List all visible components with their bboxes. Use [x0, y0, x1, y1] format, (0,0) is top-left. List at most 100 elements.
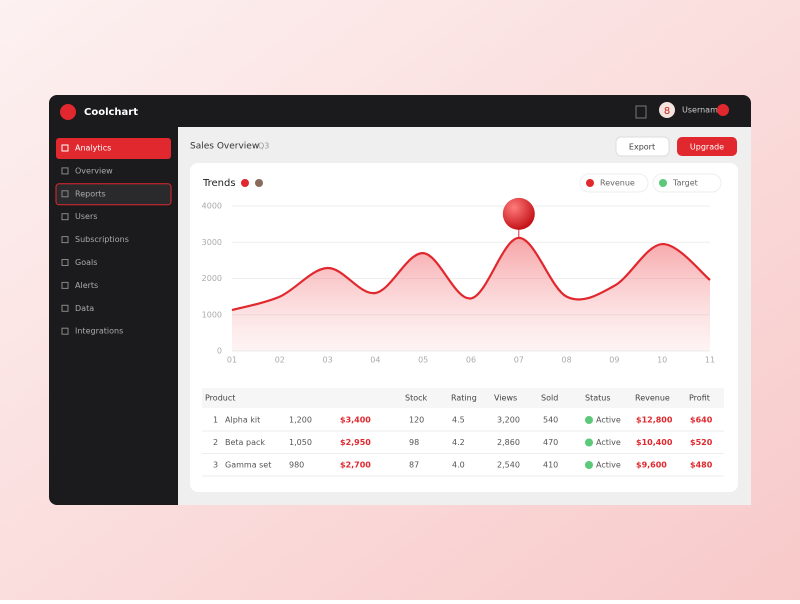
table-cell: Alpha kit: [225, 416, 260, 425]
table-header: Profit: [689, 394, 710, 403]
brand: Coolchart: [84, 107, 138, 118]
menu-item[interactable]: Integrations: [75, 327, 123, 336]
table-header: Product: [205, 394, 235, 403]
x-tick-label: 11: [705, 356, 715, 365]
menu-item[interactable]: Subscriptions: [75, 235, 129, 244]
table-cell: 4.5: [452, 416, 465, 425]
menu-item[interactable]: Overview: [75, 166, 113, 175]
status-dot: [585, 461, 593, 469]
table-cell: 1,200: [289, 416, 312, 425]
upgrade-label: Upgrade: [690, 143, 724, 152]
logo: [60, 104, 76, 120]
table-cell: 3,200: [497, 416, 520, 425]
menu-icon: [61, 190, 69, 198]
y-tick-label: 0: [217, 347, 222, 356]
x-tick-label: 05: [418, 356, 428, 365]
x-tick-label: 09: [609, 356, 619, 365]
avatar[interactable]: [659, 102, 675, 118]
table-cell: $2,700: [340, 461, 371, 470]
table-cell: Active: [596, 416, 621, 425]
table-cell: $9,600: [636, 461, 667, 470]
area: [232, 237, 710, 351]
icon[interactable]: [635, 105, 647, 119]
table-cell: $640: [690, 416, 713, 425]
export-button[interactable]: [615, 136, 670, 157]
username: Username: [682, 106, 723, 115]
menu-item[interactable]: Data: [75, 304, 94, 313]
menu-item[interactable]: Reports: [75, 189, 106, 198]
legend-dot: [586, 179, 594, 187]
table-cell: $10,400: [636, 438, 673, 447]
table-cell: $480: [690, 461, 713, 470]
table-cell: 4.0: [452, 461, 465, 470]
table-cell: $520: [690, 438, 713, 447]
breadcrumb: Q3: [258, 142, 269, 151]
peak-marker[interactable]: [502, 197, 535, 230]
menu-icon: [61, 167, 69, 175]
table-cell: 470: [543, 438, 558, 447]
table-cell: 980: [289, 461, 304, 470]
upgrade-button[interactable]: [677, 137, 737, 156]
legend-pill[interactable]: [579, 173, 649, 193]
line: [231, 236, 711, 312]
table-cell: Active: [596, 438, 621, 447]
menu-item[interactable]: Users: [75, 212, 97, 221]
table-cell: Gamma set: [225, 461, 271, 470]
table-cell: $12,800: [636, 416, 673, 425]
x-tick-label: 10: [657, 356, 667, 365]
x-tick-label: 06: [466, 356, 476, 365]
y-tick-label: 3000: [202, 238, 222, 247]
menu-item[interactable]: Alerts: [75, 281, 98, 290]
table-header: Sold: [541, 394, 558, 403]
y-tick-label: 2000: [202, 274, 222, 283]
menu-icon: [61, 259, 69, 266]
table-cell: 2: [213, 438, 218, 447]
legend-label: Target: [672, 179, 698, 188]
badge: 8: [664, 106, 670, 117]
table-cell: 120: [409, 416, 424, 425]
x-tick-label: 08: [562, 356, 572, 365]
table-header: Rating: [451, 394, 477, 403]
menu-icon: [61, 304, 69, 312]
y-tick-label: 1000: [202, 310, 222, 319]
table-cell: 540: [543, 416, 558, 425]
menu-item[interactable]: Analytics: [75, 144, 111, 153]
export-label: Export: [629, 143, 655, 152]
title-dot: [241, 179, 249, 187]
table-cell: 98: [409, 438, 419, 447]
table-header-bg: [202, 388, 724, 408]
table-cell: 1: [213, 416, 218, 425]
table-cell: 410: [543, 461, 558, 470]
title-dot: [255, 179, 263, 187]
table-header: Status: [585, 394, 611, 403]
menu-hover[interactable]: [55, 183, 172, 206]
x-tick-label: 02: [275, 356, 285, 365]
status-dot: [585, 438, 593, 447]
menu-icon: [61, 213, 69, 221]
x-tick-label: 01: [227, 356, 237, 365]
table-header: Stock: [405, 394, 428, 403]
table-cell: 87: [409, 461, 419, 470]
menu-icon: [61, 144, 69, 152]
status-dot: [585, 416, 593, 424]
user-avatar[interactable]: [717, 104, 729, 116]
table-cell: $3,400: [340, 416, 371, 425]
chart-title: Trends: [202, 178, 236, 189]
table-cell: 2,540: [497, 461, 520, 470]
table-cell: 3: [213, 461, 218, 470]
table-cell: Beta pack: [225, 438, 265, 447]
menu-item[interactable]: Goals: [75, 258, 97, 267]
legend-label: Revenue: [600, 179, 635, 188]
table-header: Revenue: [635, 394, 670, 403]
y-tick-label: 4000: [202, 202, 222, 211]
menu-icon: [61, 327, 69, 335]
table-cell: Active: [596, 461, 621, 470]
menu-active[interactable]: [56, 138, 171, 159]
table-cell: 4.2: [452, 438, 465, 447]
legend-pill[interactable]: [652, 173, 722, 193]
table-cell: 1,050: [289, 438, 312, 447]
x-tick-label: 04: [370, 356, 380, 365]
table-header: Views: [494, 394, 517, 403]
legend-dot: [659, 179, 667, 187]
